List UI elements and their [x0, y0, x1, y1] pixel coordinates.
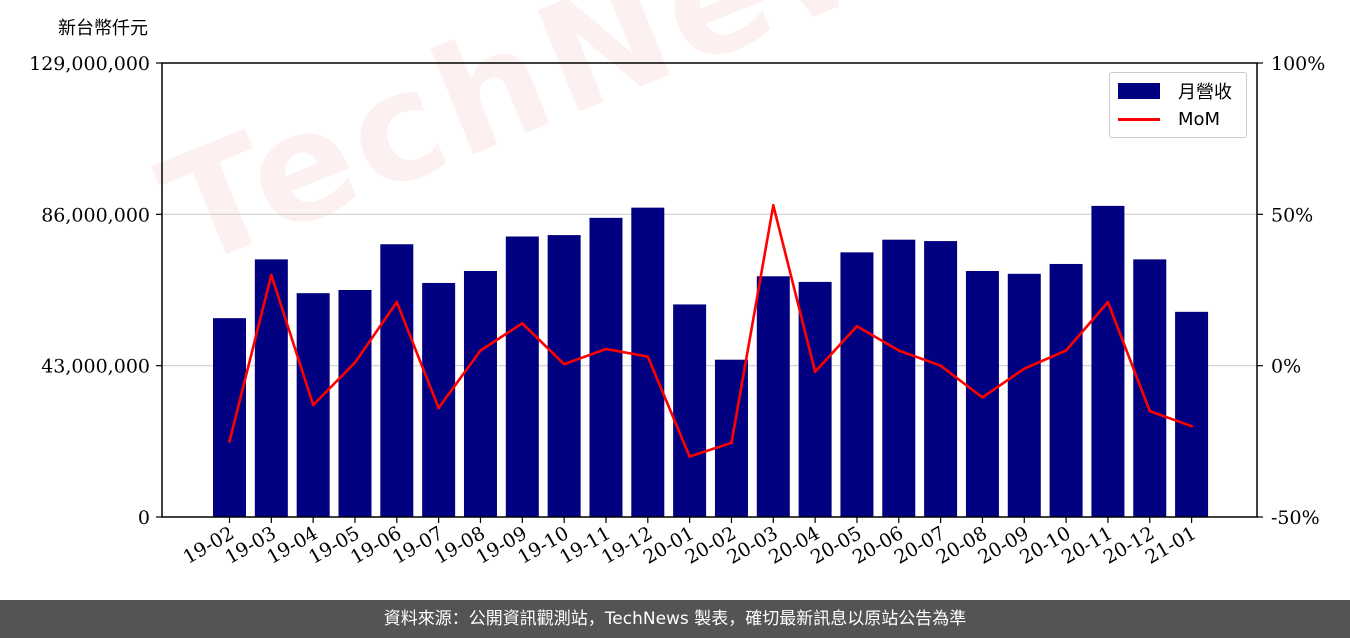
bar: [1049, 263, 1083, 517]
bar: [673, 304, 707, 517]
mom-point: [521, 321, 524, 325]
mom-point: [646, 355, 650, 358]
bar: [1175, 311, 1209, 517]
bar: [631, 207, 665, 517]
left-axis-tick-label: 0: [138, 507, 150, 529]
bar: [463, 270, 497, 517]
chart: 0 43,000,000 86,000,000 129,000,000 -50% 0% 50…: [29, 53, 1325, 569]
bar: [505, 236, 539, 517]
mom-point: [1148, 409, 1152, 413]
mom-point: [1064, 349, 1068, 352]
mom-point: [228, 440, 231, 443]
bar: [756, 276, 790, 517]
bar: [1091, 205, 1125, 517]
plot-frame: [161, 62, 1258, 518]
mom-point: [604, 347, 608, 351]
bar: [882, 239, 916, 518]
bar: [798, 281, 832, 517]
source-footer: 資料來源：公開資訊觀測站，TechNews 製表，確切最新訊息以原站公告為準: [0, 600, 1350, 638]
mom-point: [1022, 367, 1026, 370]
mom-point: [437, 406, 440, 410]
bar: [840, 252, 874, 517]
left-axis-tick-label: 43,000,000: [41, 356, 150, 378]
y-axis-unit-label: 新台幣仟元: [58, 18, 148, 39]
right-axis-tick-label: 100%: [1271, 53, 1325, 75]
legend-label-revenue: 月營收: [1178, 82, 1232, 103]
bar: [213, 318, 246, 517]
mom-point: [270, 273, 273, 277]
mom-point: [395, 300, 399, 304]
mom-line: [228, 204, 1193, 458]
legend-bar-swatch: [1118, 83, 1160, 99]
bar: [924, 241, 958, 517]
bar: [338, 290, 372, 517]
legend: 月營收 MoM: [1109, 72, 1247, 138]
mom-point: [855, 325, 859, 328]
mom-point: [730, 441, 733, 445]
left-axis-tick-label: 86,000,000: [41, 204, 150, 226]
left-axis-tick-label: 129,000,000: [29, 53, 150, 75]
legend-label-mom: MoM: [1178, 108, 1221, 130]
legend-item-revenue: 月營收: [1118, 79, 1232, 103]
mom-point: [353, 361, 357, 364]
legend-line-swatch: [1118, 117, 1160, 121]
bar: [380, 244, 414, 518]
mom-point: [1190, 424, 1193, 428]
mom-point: [939, 364, 942, 367]
mom-point: [562, 362, 566, 366]
bar: [1133, 259, 1167, 517]
right-axis-tick-label: -50%: [1271, 507, 1320, 529]
bar: [589, 217, 623, 517]
bar: [1007, 273, 1041, 517]
bar: [254, 259, 288, 517]
bar: [965, 270, 999, 517]
right-axis-tick-label: 0%: [1271, 356, 1301, 378]
mom-point: [897, 349, 901, 352]
bar: [547, 235, 581, 518]
bar: [422, 282, 456, 517]
mom-point: [1106, 300, 1110, 304]
mom-point: [813, 370, 817, 374]
legend-item-mom: MoM: [1118, 107, 1220, 131]
right-axis-tick-label: 50%: [1271, 204, 1313, 226]
mom-point: [311, 403, 315, 407]
mom-point: [771, 203, 775, 207]
mom-point: [688, 455, 691, 458]
mom-point: [981, 396, 984, 399]
mom-point: [479, 349, 482, 352]
